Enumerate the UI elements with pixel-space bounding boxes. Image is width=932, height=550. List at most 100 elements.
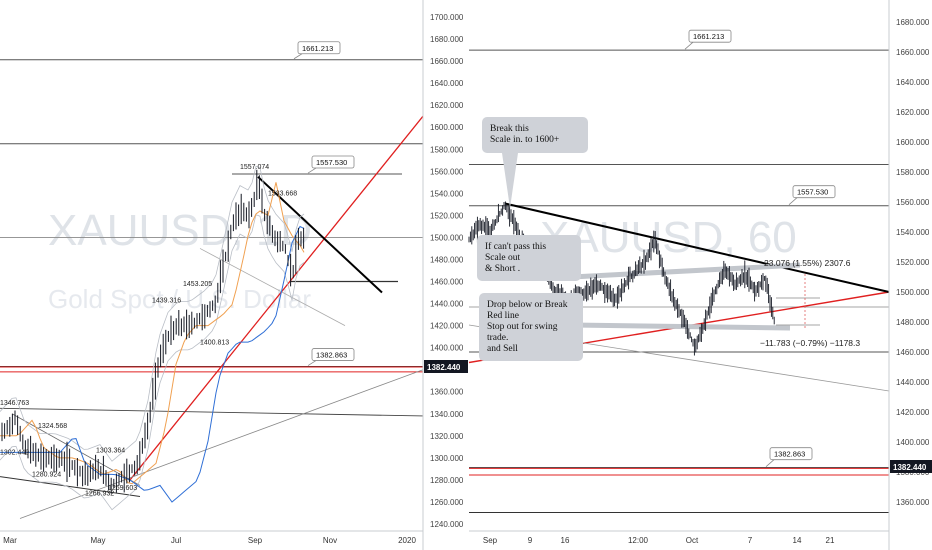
left-y-tick-label: 1460.000	[430, 278, 464, 287]
right-level-label-box	[792, 185, 836, 199]
right-current-price: 1382.440	[893, 463, 927, 472]
right-y-axis[interactable]: 1680.000 1660.000 1640.000 1620.000 1600.000…	[896, 18, 930, 507]
left-moving-averages	[0, 165, 305, 511]
panel-divider	[468, 0, 471, 550]
left-candle-annotation: 1533.668	[268, 191, 297, 198]
left-y-tick-label: 1700.000	[430, 13, 464, 22]
left-candle-annotation: 1269.603	[108, 485, 137, 492]
right-level-label: 1557.530	[797, 188, 828, 197]
right-x-tick-label: 12:00	[628, 536, 649, 545]
left-price-badge: 1382.440	[424, 360, 468, 373]
right-y-tick-label: 1620.000	[896, 108, 930, 117]
right-black-resistance-line	[504, 202, 890, 293]
right-y-tick-label: 1460.000	[896, 348, 930, 357]
right-x-tick-label: 7	[748, 536, 753, 545]
left-y-tick-label: 1660.000	[430, 57, 464, 66]
left-long-line	[0, 407, 424, 417]
right-callout-text: Drop below or Break	[487, 300, 568, 310]
left-candle-annotation: 1439.316	[152, 297, 181, 304]
left-lower-line	[19, 369, 424, 519]
right-chart-panel[interactable]: XAUUSD, 60 1680.0001660.0001640.0001620.…	[468, 0, 932, 550]
left-y-tick-label: 1340.000	[430, 410, 464, 419]
left-level-label-box	[311, 348, 355, 361]
left-level-label-box	[311, 155, 355, 169]
right-callout-tail	[502, 153, 518, 208]
left-candle-annotation: 1346.763	[0, 400, 29, 407]
right-price-badge: 1382.440	[890, 460, 932, 473]
left-x-tick-label: May	[90, 536, 105, 545]
left-y-tick-label: 1320.000	[430, 432, 464, 441]
left-horizontal-levels	[0, 59, 423, 373]
right-x-axis[interactable]: Sep 9 16 12:00 Oct 7 14 21	[483, 536, 835, 545]
right-level-labels: 1661.213 1557.530 1382.863	[684, 29, 836, 468]
right-callout-box	[479, 293, 583, 361]
left-level-label-box	[297, 41, 341, 55]
left-y-tick-label: 1600.000	[430, 123, 464, 132]
left-red-support-line	[129, 115, 424, 481]
left-candle-annotation: 1324.568	[38, 423, 67, 430]
left-x-axis[interactable]: Mar May Jul Sep Nov 2020	[3, 536, 416, 545]
right-y-tick-label: 1580.000	[896, 168, 930, 177]
right-horizontal-levels	[469, 49, 889, 513]
measure-top-label: 23.076 (1.55%) 2307.6	[764, 258, 851, 268]
left-candles	[1, 169, 305, 494]
right-x-tick-label: 14	[793, 536, 802, 545]
left-annotations: 1557.074 1533.668 1453.205 1439.316 1400.813…	[0, 164, 297, 497]
right-y-tick-label: 1480.000	[896, 318, 930, 327]
left-bollinger-lower	[0, 214, 305, 511]
left-y-tick-label: 1360.000	[430, 388, 464, 397]
left-bollinger-upper	[0, 165, 305, 462]
right-level-label-box	[688, 29, 732, 43]
left-current-price: 1382.440	[427, 363, 461, 372]
left-chart-panel[interactable]: XAUUSD, 1D Gold Spot / U.S. Dollar 1557.…	[0, 0, 468, 550]
left-level-labels: 1661.213 1557.530 1382.863	[293, 41, 355, 366]
right-callout-text: Scale in. to 1600+	[490, 135, 559, 145]
left-y-axis[interactable]: 1700.000 1680.000 1660.000 1640.000 1620.000…	[430, 13, 464, 529]
measure-bottom-label: −11.783 (−0.79%) −1178.3	[760, 338, 860, 348]
right-y-tick-label: 1440.000	[896, 378, 930, 387]
left-candle-annotation: 1453.205	[183, 281, 212, 288]
right-level-label: 1661.213	[693, 32, 724, 41]
right-callout-text: Break this	[490, 124, 529, 134]
right-callout-text: trade.	[487, 333, 508, 343]
left-candle-annotation: 1400.813	[200, 339, 229, 346]
left-y-tick-label: 1620.000	[430, 101, 464, 110]
right-y-tick-label: 1500.000	[896, 288, 930, 297]
left-gray-line	[199, 248, 346, 326]
right-y-tick-label: 1540.000	[896, 228, 930, 237]
left-x-tick-label: Sep	[248, 536, 263, 545]
right-y-tick-label: 1660.000	[896, 48, 930, 57]
right-y-tick-label: 1360.000	[896, 498, 930, 507]
left-y-tick-label: 1440.000	[430, 300, 464, 309]
left-level-label: 1661.213	[302, 44, 333, 53]
left-trendlines	[0, 115, 424, 519]
right-callout-text: Stop out for swing	[487, 321, 558, 332]
left-y-tick-label: 1500.000	[430, 233, 464, 242]
right-x-tick-label: 21	[826, 536, 835, 545]
left-x-tick-label: 2020	[398, 536, 416, 545]
left-y-tick-label: 1640.000	[430, 79, 464, 88]
right-callout-text: If can't pass this	[485, 241, 546, 252]
left-x-tick-label: Nov	[323, 536, 337, 545]
left-y-tick-label: 1680.000	[430, 35, 464, 44]
right-callout-box	[477, 235, 581, 281]
left-x-tick-label: Mar	[3, 536, 17, 545]
left-candle-annotation: 1280.924	[32, 472, 61, 479]
left-y-tick-label: 1300.000	[430, 454, 464, 463]
left-y-tick-label: 1580.000	[430, 145, 464, 154]
right-callout-text: and Sell	[487, 344, 518, 354]
right-callout-text: Scale out	[485, 253, 520, 263]
right-callout-pointer-2	[571, 322, 791, 331]
right-y-tick-label: 1420.000	[896, 408, 930, 417]
right-level-label-box	[769, 447, 813, 461]
left-candle-annotation: 1302.449	[0, 450, 29, 457]
left-y-tick-label: 1520.000	[430, 211, 464, 220]
right-callout-box	[482, 117, 588, 153]
right-y-tick-label: 1640.000	[896, 78, 930, 87]
left-y-tick-label: 1260.000	[430, 498, 464, 507]
left-ma-blue	[0, 225, 305, 503]
right-callout-text: Red line	[487, 311, 519, 321]
left-x-tick-label: Jul	[171, 536, 181, 545]
right-y-tick-label: 1600.000	[896, 138, 930, 147]
